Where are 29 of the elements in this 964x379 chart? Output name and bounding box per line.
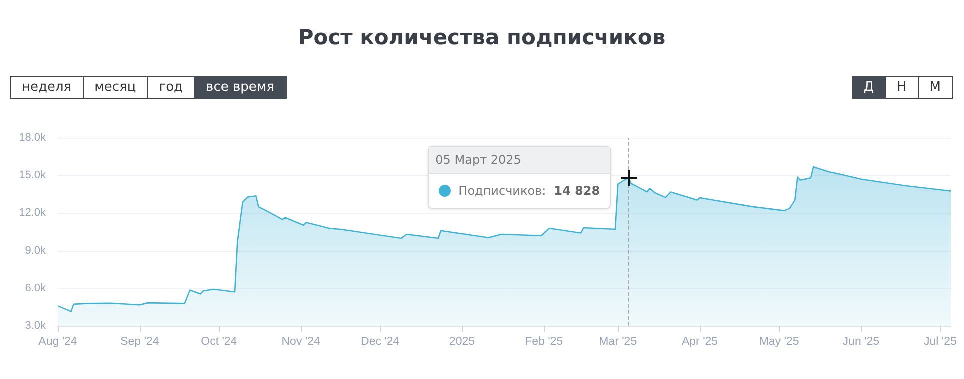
x-tick-label: Feb '25: [525, 336, 564, 348]
y-tick-label: 12.0k: [19, 207, 46, 220]
x-tick-label: Oct '24: [201, 336, 238, 348]
chart-title: Рост количества подписчиков: [298, 26, 666, 50]
text: месяц: [82, 76, 148, 99]
x-tick-label: Nov '24: [282, 336, 321, 348]
x-tick-label: Aug '24: [38, 336, 78, 348]
x-tick-label: Jul '25: [924, 336, 957, 348]
text: год: [147, 76, 196, 99]
text: Д: [852, 76, 886, 99]
x-tick-label: Mar '25: [599, 336, 638, 348]
y-tick-label: 6.0k: [25, 282, 46, 294]
y-tick-label: 15.0k: [19, 170, 46, 182]
y-tick-label: 9.0k: [25, 244, 46, 257]
x-tick-label: Jun '25: [842, 336, 880, 348]
x-tick-label: Dec '24: [361, 336, 400, 348]
text: неделя: [10, 76, 84, 99]
text: М: [918, 76, 953, 99]
x-tick-label: 2025: [449, 336, 476, 348]
text: Н: [885, 76, 919, 99]
y-tick-label: 3.0k: [25, 320, 46, 332]
x-tick-label: Sep '24: [120, 336, 160, 348]
x-tick-label: Apr '25: [682, 336, 718, 348]
annotation: 05 Март 2025: [428, 146, 610, 174]
annotation: Подписчиков: 14 828: [458, 184, 600, 198]
x-tick-label: May '25: [759, 336, 800, 348]
text: все время: [194, 76, 287, 99]
y-tick-label: 18.0k: [19, 132, 46, 144]
tooltip-panel: 05 Март 2025 Подписчиков: 14 828: [428, 146, 612, 209]
